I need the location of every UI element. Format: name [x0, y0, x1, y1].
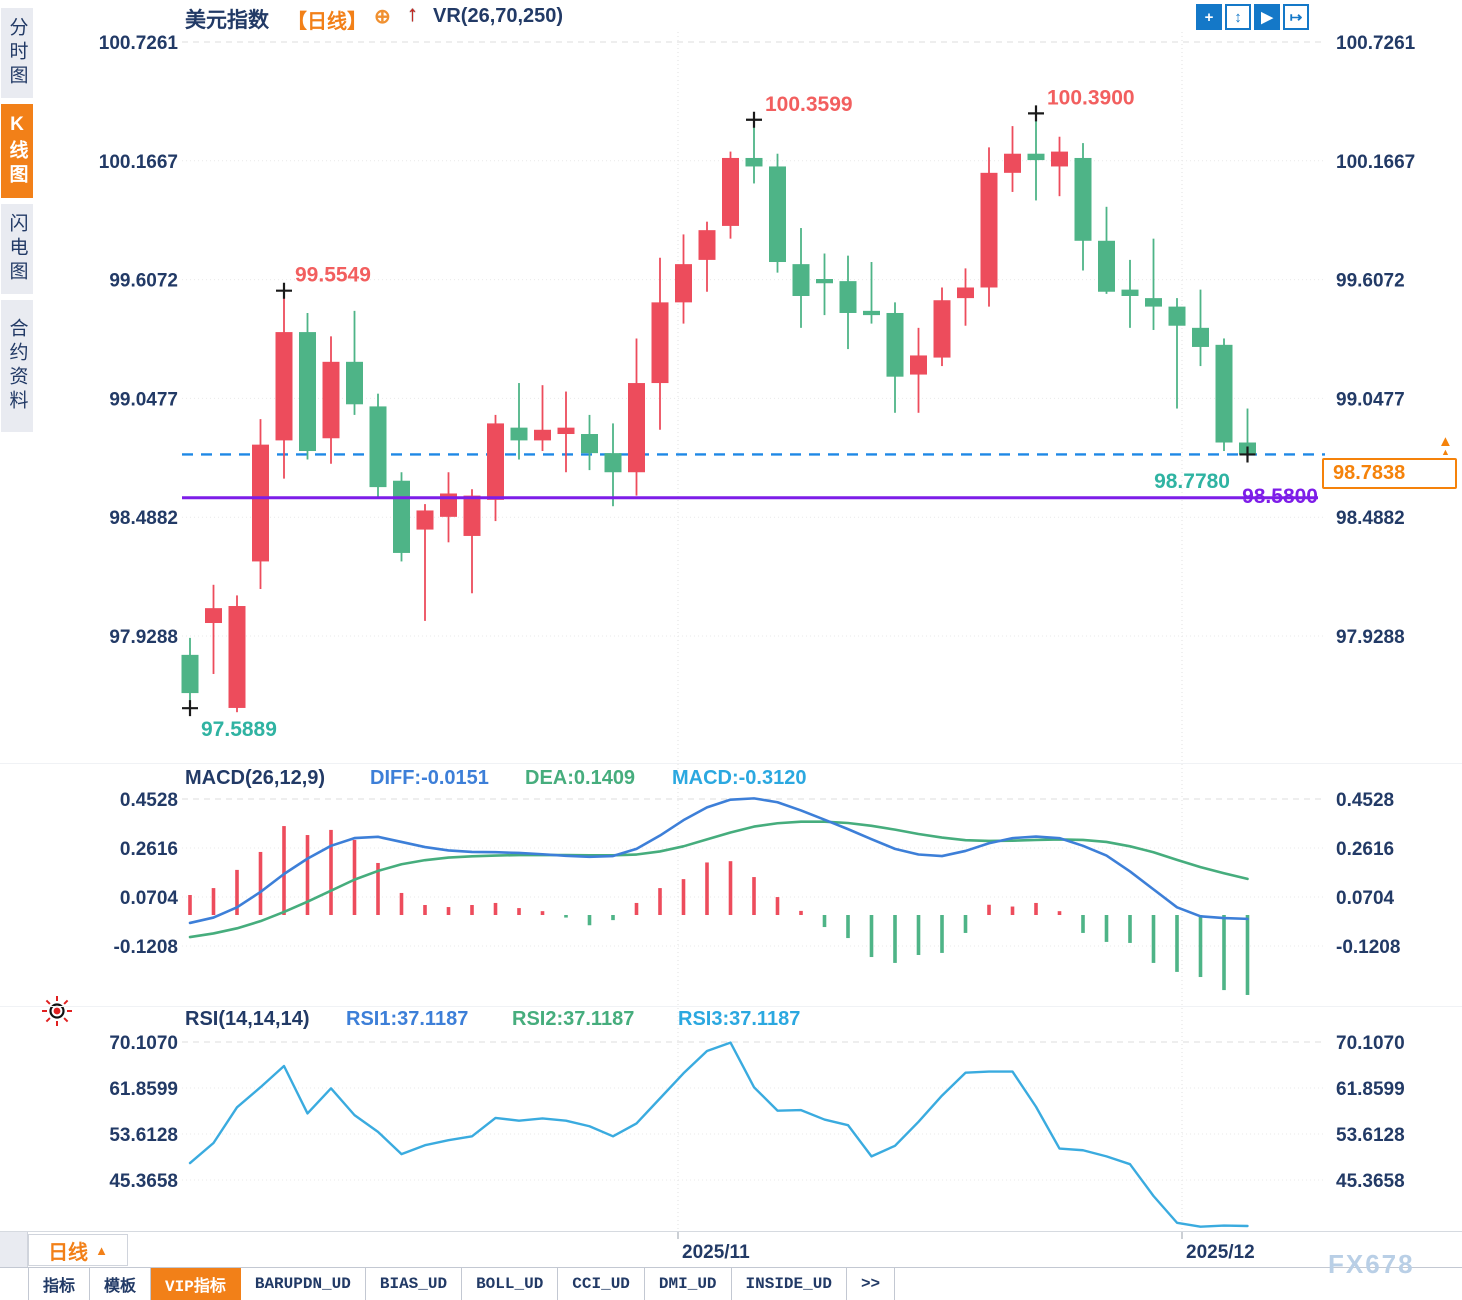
- symbol-title: 美元指数: [185, 9, 269, 32]
- svg-text:97.5889: 97.5889: [201, 718, 277, 741]
- tab-boll-ud[interactable]: BOLL_UD: [462, 1268, 559, 1300]
- svg-text:98.7780: 98.7780: [1154, 470, 1230, 493]
- svg-text:0.0704: 0.0704: [1336, 888, 1395, 909]
- svg-text:70.1070: 70.1070: [1336, 1033, 1405, 1054]
- auto-scale-tool-icon[interactable]: ▶: [1254, 4, 1280, 30]
- macd-diff-value: DIFF:-0.0151: [370, 767, 489, 789]
- svg-text:99.0477: 99.0477: [1336, 389, 1405, 410]
- svg-text:100.1667: 100.1667: [1336, 152, 1415, 173]
- chevron-up-icon: ▲: [95, 1242, 108, 1258]
- tab-templates[interactable]: 模板: [90, 1268, 152, 1300]
- watermark: FX678: [1328, 1249, 1415, 1279]
- tab-indicators[interactable]: 指标: [29, 1268, 91, 1300]
- svg-text:61.8599: 61.8599: [109, 1079, 178, 1100]
- svg-text:100.7261: 100.7261: [1336, 33, 1416, 54]
- tab-dmi-ud[interactable]: DMI_UD: [645, 1268, 732, 1300]
- price-up-arrow-icon[interactable]: ▲ ▲: [1438, 433, 1453, 457]
- svg-text:98.4882: 98.4882: [1336, 508, 1405, 529]
- move-tool-icon[interactable]: +: [1196, 4, 1222, 30]
- sidebar-item-contract-info[interactable]: 合约资料: [1, 300, 33, 432]
- macd-header-name: MACD(26,12,9): [185, 767, 326, 789]
- svg-text:45.3658: 45.3658: [1336, 1171, 1405, 1192]
- crosshair-icon[interactable]: ⊕: [374, 6, 391, 28]
- svg-text:0.2616: 0.2616: [120, 839, 178, 860]
- svg-text:0.4528: 0.4528: [1336, 790, 1394, 811]
- svg-text:98.5800: 98.5800: [1242, 485, 1318, 508]
- sidebar-item-label: 闪电图: [6, 213, 28, 285]
- up-arrow-icon: ↑: [407, 1, 418, 26]
- corner-stub: [0, 1232, 28, 1267]
- svg-text:100.3599: 100.3599: [765, 93, 853, 116]
- svg-text:99.5549: 99.5549: [295, 264, 371, 287]
- tab-more[interactable]: >>: [847, 1268, 896, 1300]
- svg-text:2025/12: 2025/12: [1186, 1242, 1255, 1263]
- svg-text:0.0704: 0.0704: [120, 888, 179, 909]
- macd-macd-value: MACD:-0.3120: [672, 767, 807, 789]
- current-price-box: 98.7838: [1322, 458, 1457, 489]
- sun-indicator-icon: [42, 996, 72, 1026]
- svg-text:70.1070: 70.1070: [109, 1033, 178, 1054]
- panel-separator: [0, 763, 1462, 764]
- svg-text:0.2616: 0.2616: [1336, 839, 1394, 860]
- svg-text:-0.1208: -0.1208: [1336, 937, 1400, 958]
- go-to-latest-tool-icon[interactable]: ↦: [1283, 4, 1309, 30]
- chart-toolbar: + ↕ ▶ ↦: [1196, 4, 1309, 30]
- svg-text:98.4882: 98.4882: [109, 508, 178, 529]
- rsi2-value: RSI2:37.1187: [512, 1008, 635, 1030]
- rsi-header-name: RSI(14,14,14): [185, 1008, 310, 1030]
- rsi1-value: RSI1:37.1187: [346, 1008, 469, 1030]
- svg-text:0.4528: 0.4528: [120, 790, 178, 811]
- indicator-tabbar: 指标 模板 VIP指标 BARUPDN_UD BIAS_UD BOLL_UD C…: [0, 1267, 1462, 1300]
- sidebar-item-label: 合约资料: [6, 318, 28, 414]
- vr-indicator-label: VR(26,70,250): [433, 5, 564, 27]
- rsi3-value: RSI3:37.1187: [678, 1008, 801, 1030]
- period-selector-label: 日线: [48, 1241, 89, 1264]
- svg-text:99.0477: 99.0477: [109, 389, 178, 410]
- sidebar-item-label: 分时图: [6, 17, 28, 89]
- sidebar-item-flash-chart[interactable]: 闪电图: [1, 204, 33, 294]
- panel-separator: [0, 1006, 1462, 1007]
- svg-text:53.6128: 53.6128: [109, 1125, 178, 1146]
- tabbar-spacer: [0, 1268, 29, 1300]
- sidebar-item-time-chart[interactable]: 分时图: [1, 8, 33, 98]
- svg-text:99.6072: 99.6072: [109, 271, 178, 292]
- macd-dea-value: DEA:0.1409: [525, 767, 636, 789]
- svg-text:53.6128: 53.6128: [1336, 1125, 1405, 1146]
- svg-text:100.7261: 100.7261: [99, 33, 179, 54]
- period-selector[interactable]: 日线 ▲: [28, 1234, 128, 1266]
- svg-text:97.9288: 97.9288: [1336, 627, 1405, 648]
- svg-text:100.3900: 100.3900: [1047, 86, 1135, 109]
- svg-text:45.3658: 45.3658: [109, 1171, 178, 1192]
- sidebar-item-label: K线图: [6, 114, 28, 188]
- svg-text:2025/11: 2025/11: [682, 1242, 750, 1263]
- axis-separator: [0, 1231, 1462, 1232]
- svg-text:61.8599: 61.8599: [1336, 1079, 1405, 1100]
- y-axis-scale-tool-icon[interactable]: ↕: [1225, 4, 1251, 30]
- tab-cci-ud[interactable]: CCI_UD: [558, 1268, 645, 1300]
- svg-text:99.6072: 99.6072: [1336, 271, 1405, 292]
- tab-bias-ud[interactable]: BIAS_UD: [366, 1268, 463, 1300]
- period-tag: 【日线】: [287, 11, 367, 33]
- tab-vip-indicators[interactable]: VIP指标: [151, 1268, 241, 1300]
- tab-barupdn-ud[interactable]: BARUPDN_UD: [241, 1268, 366, 1300]
- svg-text:-0.1208: -0.1208: [114, 937, 178, 958]
- tab-inside-ud[interactable]: INSIDE_UD: [732, 1268, 847, 1300]
- sidebar-item-kline-chart[interactable]: K线图: [1, 104, 33, 198]
- svg-text:97.9288: 97.9288: [109, 627, 178, 648]
- svg-text:100.1667: 100.1667: [99, 152, 178, 173]
